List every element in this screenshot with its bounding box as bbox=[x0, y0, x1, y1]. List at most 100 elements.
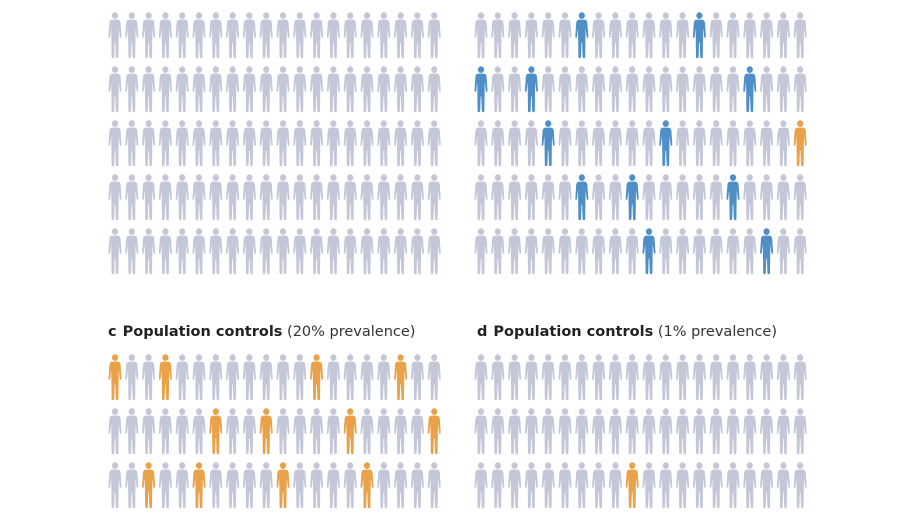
person-icon bbox=[176, 12, 189, 58]
person-icon bbox=[659, 228, 672, 274]
person-icon bbox=[327, 354, 340, 400]
person-icon bbox=[558, 354, 571, 400]
person-icon bbox=[609, 174, 622, 220]
person-icon bbox=[142, 120, 155, 166]
person-icon bbox=[542, 462, 555, 508]
person-icon bbox=[609, 66, 622, 112]
person-icon bbox=[777, 12, 790, 58]
person-icon bbox=[710, 408, 723, 454]
person-icon bbox=[394, 66, 407, 112]
person-icon bbox=[243, 120, 256, 166]
person-icon bbox=[525, 120, 538, 166]
person-icon bbox=[659, 12, 672, 58]
person-icon bbox=[491, 12, 504, 58]
person-icon-affected bbox=[394, 354, 407, 400]
person-icon bbox=[411, 174, 424, 220]
person-icon bbox=[609, 12, 622, 58]
person-icon bbox=[626, 228, 639, 274]
person-icon bbox=[293, 462, 306, 508]
person-icon bbox=[609, 228, 622, 274]
person-icon bbox=[760, 354, 773, 400]
person-icon bbox=[609, 408, 622, 454]
person-icon bbox=[592, 462, 605, 508]
person-icon bbox=[592, 66, 605, 112]
person-icon bbox=[209, 174, 222, 220]
person-icon bbox=[293, 354, 306, 400]
person-icon bbox=[491, 66, 504, 112]
person-icon bbox=[209, 228, 222, 274]
person-icon-case bbox=[743, 66, 756, 112]
person-icon bbox=[327, 174, 340, 220]
person-icon bbox=[377, 12, 390, 58]
person-icon bbox=[525, 228, 538, 274]
person-icon bbox=[760, 408, 773, 454]
person-icon bbox=[558, 120, 571, 166]
person-icon bbox=[676, 354, 689, 400]
person-icon bbox=[159, 174, 172, 220]
person-icon bbox=[726, 12, 739, 58]
person-icon bbox=[125, 12, 138, 58]
person-icon bbox=[243, 462, 256, 508]
person-icon bbox=[293, 66, 306, 112]
person-icon bbox=[243, 66, 256, 112]
person-icon bbox=[474, 228, 487, 274]
person-icon bbox=[344, 12, 357, 58]
person-icon bbox=[327, 66, 340, 112]
panel-c-letter: c bbox=[108, 324, 117, 340]
person-icon bbox=[243, 354, 256, 400]
person-icon-case bbox=[626, 174, 639, 220]
person-icon bbox=[428, 228, 441, 274]
person-icon bbox=[542, 408, 555, 454]
person-icon bbox=[491, 462, 504, 508]
person-icon-case bbox=[575, 174, 588, 220]
person-icon bbox=[743, 12, 756, 58]
person-icon bbox=[260, 462, 273, 508]
person-icon bbox=[159, 462, 172, 508]
person-icon bbox=[777, 228, 790, 274]
person-icon bbox=[693, 120, 706, 166]
person-icon bbox=[344, 174, 357, 220]
person-icon bbox=[243, 174, 256, 220]
person-icon bbox=[592, 228, 605, 274]
person-icon bbox=[176, 174, 189, 220]
person-icon bbox=[209, 12, 222, 58]
person-icon bbox=[260, 12, 273, 58]
person-icon bbox=[260, 354, 273, 400]
person-icon bbox=[377, 174, 390, 220]
person-icon bbox=[276, 228, 289, 274]
person-icon bbox=[609, 354, 622, 400]
person-icon bbox=[159, 12, 172, 58]
person-icon-case bbox=[642, 228, 655, 274]
person-icon bbox=[192, 120, 205, 166]
person-icon bbox=[411, 354, 424, 400]
person-icon bbox=[310, 462, 323, 508]
person-icon bbox=[558, 12, 571, 58]
person-icon bbox=[525, 12, 538, 58]
person-icon bbox=[327, 12, 340, 58]
person-icon bbox=[276, 66, 289, 112]
person-icon bbox=[491, 174, 504, 220]
person-icon-affected bbox=[108, 354, 121, 400]
person-icon bbox=[310, 120, 323, 166]
person-icon bbox=[360, 354, 373, 400]
person-icon-affected bbox=[260, 408, 273, 454]
person-icon-case bbox=[575, 12, 588, 58]
person-icon bbox=[125, 462, 138, 508]
person-icon bbox=[142, 174, 155, 220]
person-icon bbox=[142, 408, 155, 454]
person-icon bbox=[659, 408, 672, 454]
person-icon bbox=[609, 462, 622, 508]
person-icon bbox=[394, 408, 407, 454]
person-icon bbox=[794, 228, 807, 274]
person-icon bbox=[276, 174, 289, 220]
person-icon bbox=[726, 354, 739, 400]
person-icon bbox=[192, 174, 205, 220]
person-icon bbox=[777, 66, 790, 112]
person-icon bbox=[226, 174, 239, 220]
person-icon bbox=[474, 174, 487, 220]
person-icon bbox=[310, 12, 323, 58]
person-icon bbox=[726, 408, 739, 454]
person-icon bbox=[176, 66, 189, 112]
person-icon-case bbox=[525, 66, 538, 112]
person-icon-case bbox=[726, 174, 739, 220]
